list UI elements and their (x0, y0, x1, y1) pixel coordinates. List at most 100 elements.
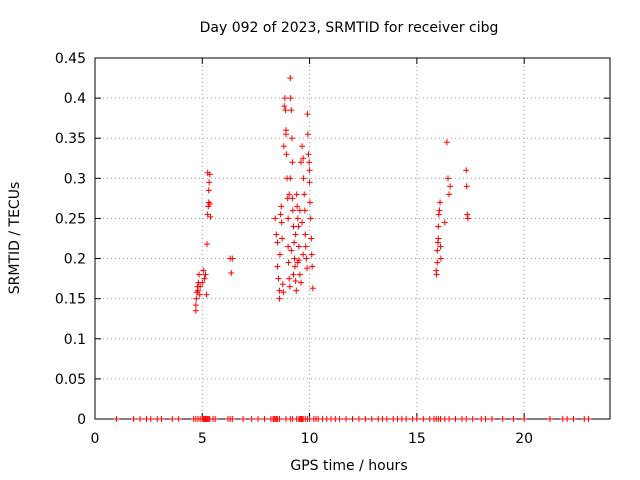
data-point (274, 239, 281, 246)
data-point (199, 279, 206, 286)
y-axis-tick-labels: 0 0.05 0.1 0.15 0.2 0.25 0.3 0.35 0.4 0.45 (55, 51, 86, 428)
data-point (355, 416, 362, 422)
data-point (280, 143, 287, 150)
data-point (293, 191, 300, 198)
data-point (207, 213, 214, 220)
x-tick-label: 5 (198, 431, 207, 447)
data-point (240, 416, 247, 422)
data-point (281, 95, 288, 102)
data-point (306, 159, 313, 166)
data-point (229, 416, 236, 422)
data-point (276, 295, 283, 302)
data-point (287, 75, 294, 82)
data-point (228, 269, 235, 276)
data-point (293, 287, 300, 294)
data-point (304, 265, 311, 272)
data-point (435, 223, 442, 230)
data-point (137, 416, 144, 422)
data-point (288, 247, 295, 254)
grid (95, 58, 610, 419)
data-point (279, 281, 286, 288)
data-point (158, 416, 165, 422)
data-point (261, 416, 268, 422)
data-point (447, 183, 454, 190)
data-point (294, 259, 301, 266)
data-point (285, 259, 292, 266)
data-point (206, 201, 213, 208)
data-point (336, 416, 343, 422)
data-point (295, 243, 302, 250)
data-point (304, 131, 311, 138)
data-point (309, 263, 316, 270)
data-point (285, 215, 292, 222)
data-point (307, 199, 314, 206)
data-point (585, 416, 592, 422)
y-tick-label: 0 (77, 412, 86, 428)
data-point (362, 416, 369, 422)
data-point (291, 239, 298, 246)
data-point (282, 127, 289, 134)
y-tick-label: 0.2 (64, 252, 86, 268)
data-point (368, 416, 375, 422)
data-point (434, 247, 441, 254)
data-point (272, 215, 279, 222)
data-point (499, 416, 506, 422)
data-point (289, 207, 296, 214)
data-point (276, 416, 283, 422)
data-point (292, 231, 299, 238)
data-point (289, 195, 296, 202)
data-point (248, 416, 255, 422)
data-point (276, 287, 283, 294)
data-point (277, 211, 284, 218)
data-point (308, 235, 315, 242)
data-point (292, 278, 299, 285)
y-tick-label: 0.25 (55, 211, 86, 227)
data-point (437, 255, 444, 262)
data-point (441, 219, 448, 226)
data-point (302, 243, 309, 250)
data-point (282, 107, 289, 114)
data-point (298, 159, 304, 166)
data-point (300, 251, 307, 258)
data-point (204, 241, 211, 248)
data-point (437, 243, 444, 250)
data-point (444, 175, 451, 182)
data-point (288, 107, 295, 114)
y-axis-label: SRMTID / TECUs (7, 182, 23, 295)
data-point (204, 169, 211, 176)
data-point (309, 285, 316, 292)
data-point (279, 235, 286, 242)
data-point (200, 267, 207, 274)
data-points (113, 75, 592, 422)
data-point (212, 416, 219, 422)
data-point (434, 259, 441, 266)
data-point (446, 416, 453, 422)
data-point (278, 219, 285, 226)
data-point (296, 271, 303, 278)
x-axis-tick-labels: 0 5 10 15 20 (91, 431, 534, 447)
data-point (299, 219, 306, 226)
data-point (435, 235, 442, 242)
data-point (294, 203, 301, 210)
data-point (452, 416, 459, 422)
chart-title: Day 092 of 2023, SRMTID for receiver cib… (200, 20, 499, 36)
data-point (286, 283, 293, 290)
data-point (130, 416, 137, 422)
data-point (285, 243, 292, 250)
data-point (147, 416, 154, 422)
data-point (197, 283, 204, 290)
data-point (383, 416, 390, 422)
data-point (195, 287, 201, 294)
data-point (436, 207, 443, 214)
data-point (463, 183, 470, 190)
data-point (275, 275, 282, 282)
data-point (202, 271, 209, 278)
data-point (304, 111, 311, 118)
data-point (196, 291, 203, 298)
data-point (169, 416, 176, 422)
data-point (469, 416, 476, 422)
data-point (521, 416, 528, 422)
data-point (255, 416, 262, 422)
data-point (403, 416, 410, 422)
